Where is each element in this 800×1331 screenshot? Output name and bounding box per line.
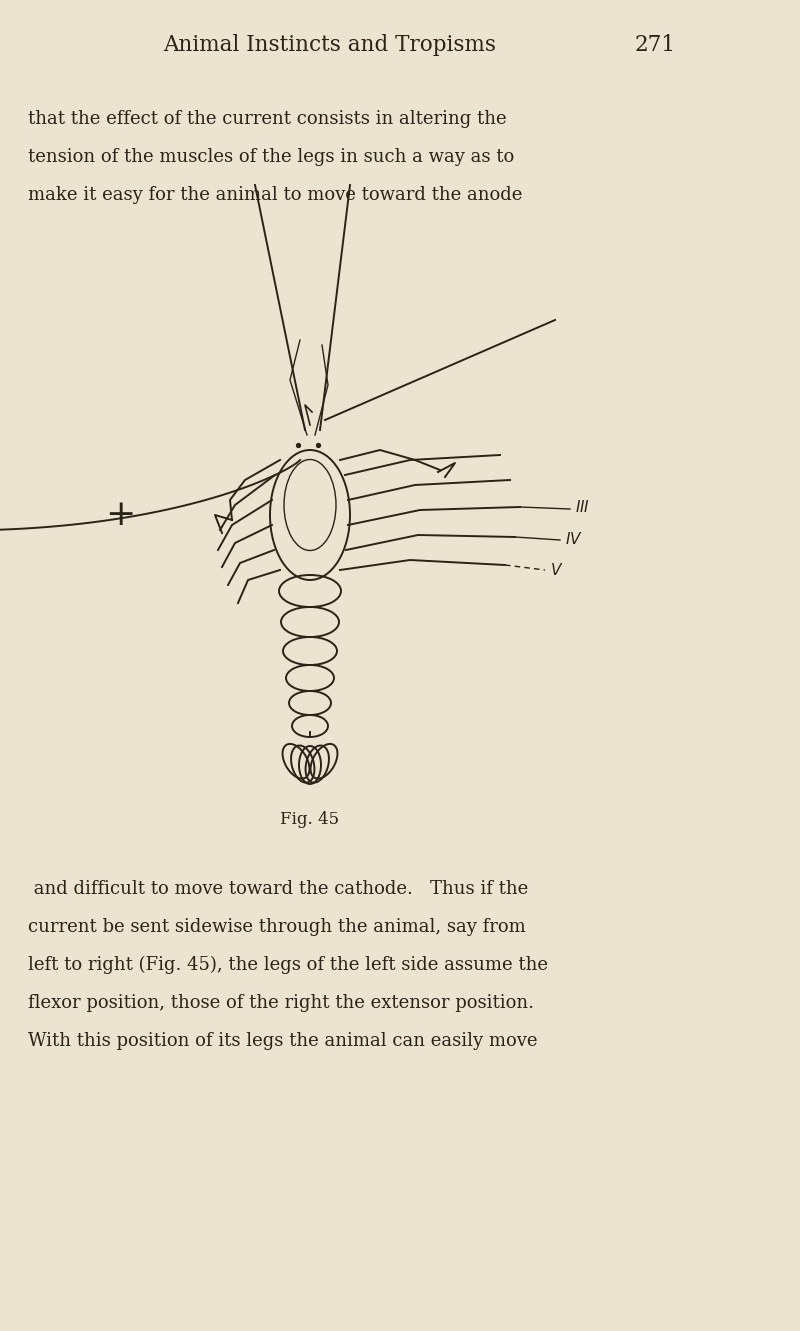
Text: and difficult to move toward the cathode.   Thus if the: and difficult to move toward the cathode… (28, 880, 528, 898)
Text: $\mathit{V}$: $\mathit{V}$ (550, 562, 563, 578)
Text: that the effect of the current consists in altering the: that the effect of the current consists … (28, 110, 506, 128)
Text: +: + (105, 498, 135, 532)
Text: left to right (Fig. 45), the legs of the left side assume the: left to right (Fig. 45), the legs of the… (28, 956, 548, 974)
Text: $\mathit{IV}$: $\mathit{IV}$ (565, 531, 583, 547)
Text: tension of the muscles of the legs in such a way as to: tension of the muscles of the legs in su… (28, 148, 514, 166)
Text: 271: 271 (635, 35, 676, 56)
Text: $\mathit{III}$: $\mathit{III}$ (575, 499, 590, 515)
Text: With this position of its legs the animal can easily move: With this position of its legs the anima… (28, 1032, 538, 1050)
Text: Fig. 45: Fig. 45 (281, 812, 339, 828)
Text: Animal Instincts and Tropisms: Animal Instincts and Tropisms (163, 35, 497, 56)
Text: make it easy for the animal to move toward the anode: make it easy for the animal to move towa… (28, 186, 522, 204)
Text: flexor position, those of the right the extensor position.: flexor position, those of the right the … (28, 994, 534, 1012)
Text: current be sent sidewise through the animal, say from: current be sent sidewise through the ani… (28, 918, 526, 936)
